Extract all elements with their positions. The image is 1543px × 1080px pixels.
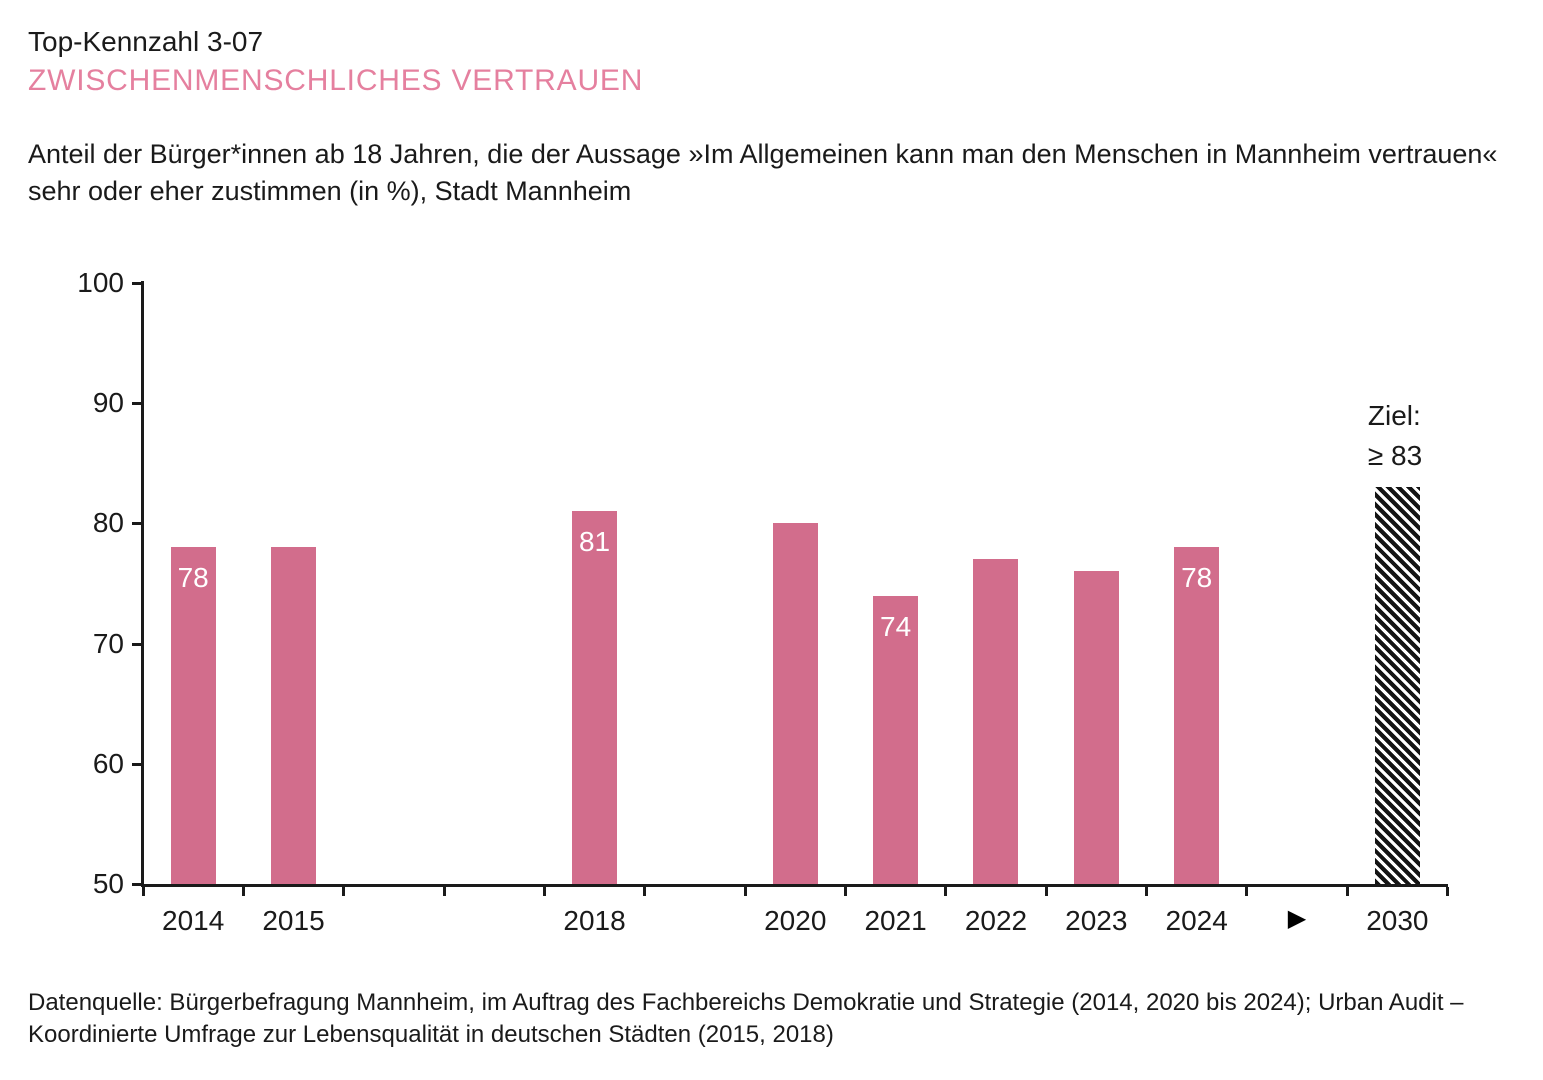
x-tick: [442, 887, 446, 896]
x-tick: [1446, 887, 1450, 896]
target-label-line-1: Ziel:: [1367, 400, 1421, 431]
chart-description-line-1: Anteil der Bürger*innen ab 18 Jahren, di…: [28, 139, 1498, 169]
bar-value-label: 78: [177, 562, 209, 594]
y-tick: [132, 282, 141, 285]
x-tick: [542, 887, 546, 896]
target-label-line-2: ≥ 83: [1367, 440, 1423, 471]
target-bar: [1374, 487, 1420, 884]
y-tick-label: 90: [92, 387, 124, 419]
x-axis-label: 2022: [964, 905, 1028, 936]
bar: [170, 547, 216, 884]
chart-description-line-2: sehr oder eher zustimmen (in %), Stadt M…: [28, 176, 632, 206]
y-tick: [132, 402, 141, 406]
x-tick: [643, 887, 647, 896]
report-kicker: Top-Kennzahl 3-07: [28, 26, 264, 57]
x-axis-label: 2020: [764, 905, 827, 936]
x-tick: [1245, 887, 1249, 896]
x-axis-label: 2030: [1366, 905, 1429, 936]
y-tick: [132, 762, 141, 766]
bar-value-label: 81: [578, 526, 611, 558]
bar: [1174, 547, 1220, 884]
data-source-line-1: Datenquelle: Bürgerbefragung Mannheim, i…: [28, 989, 1464, 1016]
y-tick: [132, 883, 141, 886]
bar: [572, 511, 618, 884]
x-tick: [342, 887, 346, 896]
bar: [271, 547, 317, 884]
x-tick: [944, 887, 948, 896]
bar: [1073, 571, 1119, 884]
y-tick-label: 100: [77, 267, 124, 298]
y-tick-label: 60: [92, 747, 124, 779]
bar-value-label: 74: [880, 610, 912, 642]
x-tick: [141, 887, 145, 896]
x-axis-label: 2024: [1165, 905, 1228, 936]
x-axis-label: 2023: [1065, 905, 1128, 936]
x-axis-label: 2014: [162, 905, 225, 936]
x-tick: [1044, 887, 1048, 896]
y-axis-line: [141, 281, 144, 887]
x-tick: [241, 887, 245, 896]
chart-title: ZWISCHENMENSCHLICHES VERTRAUEN: [28, 64, 644, 97]
x-tick: [1145, 887, 1148, 896]
y-tick-label: 70: [92, 627, 124, 659]
x-axis-label: 2021: [864, 905, 927, 936]
y-tick-label: 50: [92, 868, 124, 899]
projection-arrow-icon: ▶: [1287, 905, 1307, 932]
x-tick: [843, 887, 847, 896]
bar: [772, 523, 818, 884]
x-axis-label: 2018: [563, 905, 626, 936]
y-tick-label: 80: [92, 507, 124, 539]
bar-value-label: 78: [1181, 562, 1213, 594]
x-tick: [1345, 887, 1349, 896]
x-tick: [743, 887, 747, 896]
x-axis-label: 2015: [262, 905, 325, 936]
y-tick: [132, 522, 141, 526]
x-axis-line: [141, 884, 1448, 887]
bar: [973, 559, 1019, 884]
data-source-line-2: Koordinierte Umfrage zur Lebensqualität …: [28, 1021, 834, 1048]
y-tick: [132, 642, 141, 646]
bar: [873, 595, 919, 884]
